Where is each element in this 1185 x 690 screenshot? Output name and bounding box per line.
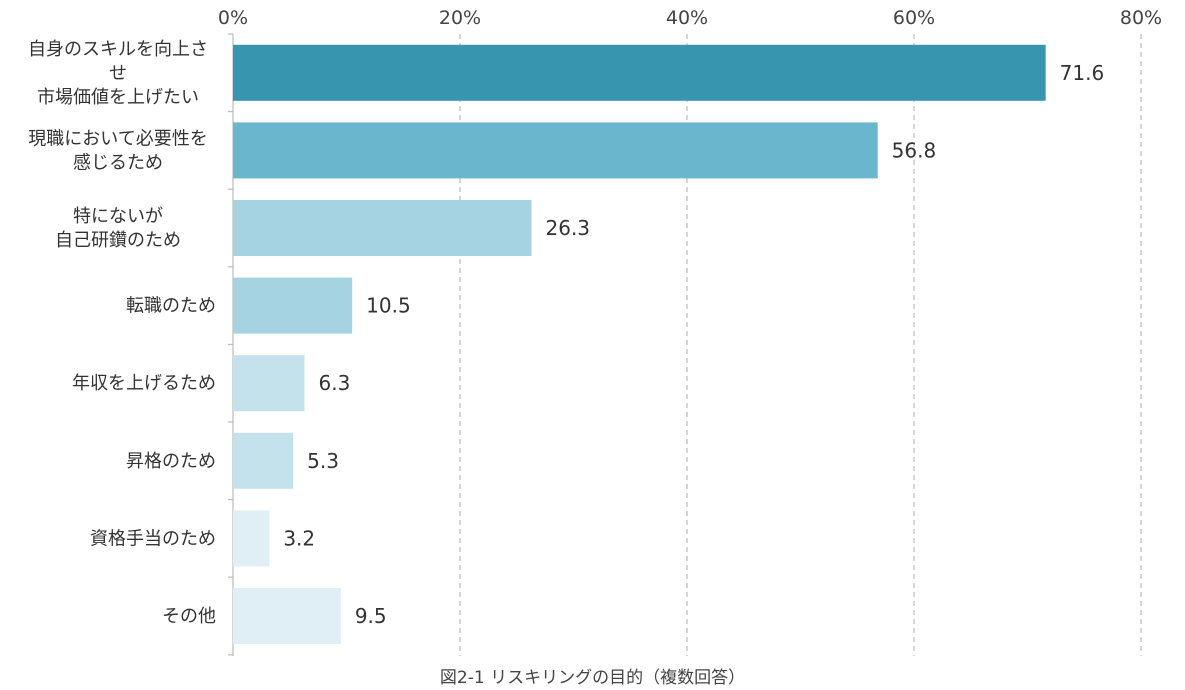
bar [233,122,878,179]
bar [233,355,305,412]
category-label: 転職のため [126,296,216,317]
data-label: 10.5 [366,294,411,318]
category-label: 資格手当のため [90,528,216,549]
data-label: 6.3 [319,371,351,395]
x-tick-label: 80% [1120,7,1162,29]
x-tick-label: 20% [439,7,481,29]
data-label: 9.5 [355,604,387,628]
bar [233,432,294,489]
data-label: 5.3 [307,449,339,473]
data-label: 3.2 [283,526,315,550]
bar [233,588,341,644]
category-label: 特にないが自己研鑽のため [55,206,181,251]
figure-caption: 図2-1 リスキリングの目的（複数回答） [439,668,746,688]
x-tick-label: 40% [666,7,708,29]
data-label: 26.3 [546,216,591,240]
category-label: 自身のスキルを向上させ市場価値を上げたい [28,39,208,108]
bar [233,510,270,567]
bar [233,200,532,256]
category-label: 現職において必要性を感じるため [28,128,207,173]
data-label: 56.8 [892,138,937,162]
bar [233,277,353,334]
category-label: その他 [162,606,216,627]
data-label: 71.6 [1060,61,1105,85]
x-tick-label: 0% [218,7,248,29]
x-tick-label: 60% [893,7,935,29]
bar [233,44,1046,101]
category-label: 年収を上げるため [72,373,216,394]
category-label: 昇格のため [126,451,216,472]
